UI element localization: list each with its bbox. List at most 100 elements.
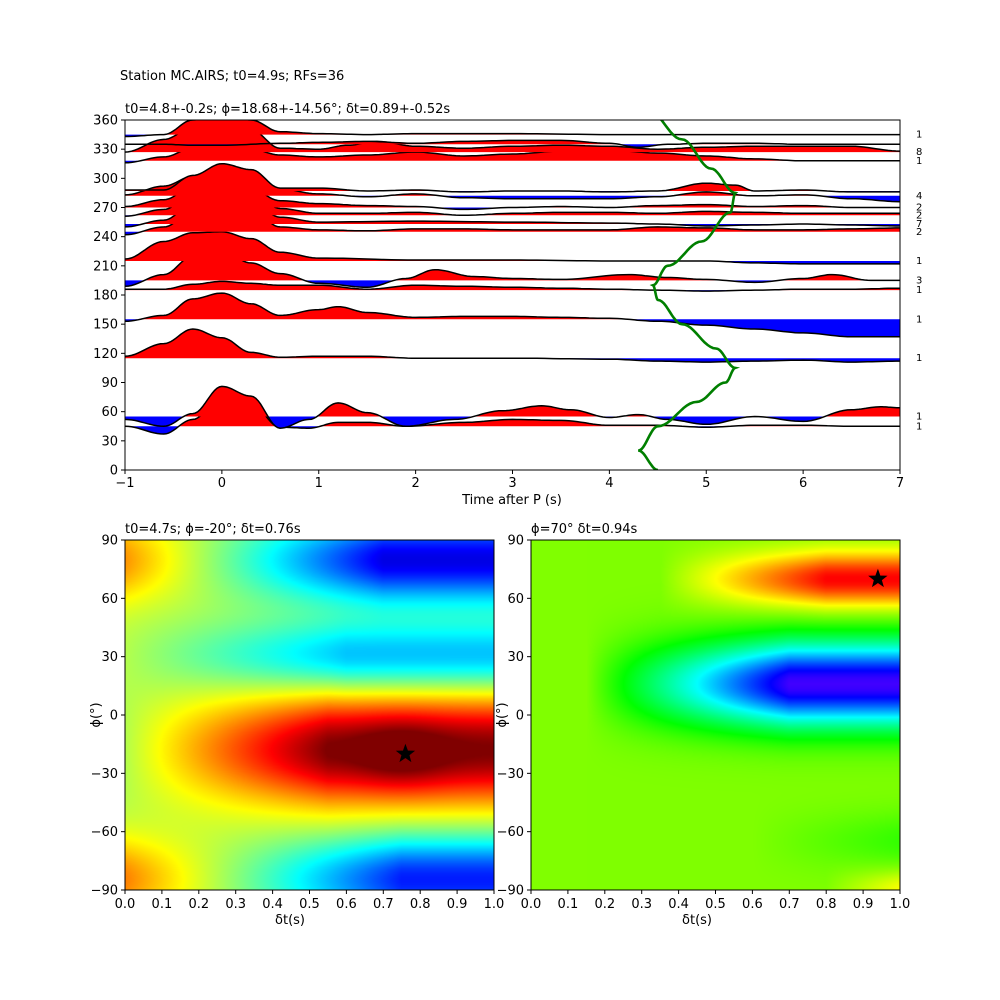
trace-fill-3-1 — [140, 293, 629, 320]
trace-fill-12-0 — [125, 163, 440, 191]
trace-count-9: 2 — [916, 210, 922, 221]
top-ytick-label: 360 — [93, 114, 118, 129]
heatmap-ytick-label: 0 — [110, 709, 118, 724]
heatmap-xtick-label: 0.4 — [668, 897, 689, 912]
heatmap-ytick-label: 0 — [516, 709, 524, 724]
top-ytick-label: 30 — [101, 434, 118, 449]
heatmap-xtick-label: 0.9 — [447, 897, 468, 912]
trace-fill-1-0 — [125, 416, 184, 427]
top-xtick-label: 6 — [799, 476, 807, 491]
trace-count-7: 2 — [916, 227, 922, 238]
left-heatmap-ticks: 0.0 0.1 0.2 0.3 0.4 0.5 0.6 0.7 0.8 0.9 1.0 −90 −60 −… — [91, 534, 505, 913]
left-best-fit-star — [395, 743, 416, 763]
right-heatmap-title: ϕ=70° δt=0.94s — [531, 522, 638, 537]
figure-suptitle: Station MC.AIRS; t0=4.9s; RFs=36 — [120, 69, 344, 84]
trace-fill-1-8 — [651, 416, 755, 425]
trace-count-0: 1 — [916, 421, 922, 432]
heatmap-xtick-label: 0.2 — [188, 897, 209, 912]
heatmap-ytick-label: 60 — [101, 592, 118, 607]
right-heatmap-ticks: 0.0 0.1 0.2 0.3 0.4 0.5 0.6 0.7 0.8 0.9 1.0 −90 −60 −… — [497, 534, 911, 913]
top-ytick-label: 180 — [93, 289, 118, 304]
top-ytick-label: 210 — [93, 259, 118, 274]
trace-line-2 — [125, 328, 900, 363]
trace-fill-5-5 — [778, 274, 900, 281]
heatmap-ytick-label: 30 — [101, 650, 118, 665]
trace-group — [125, 120, 900, 435]
heatmap-xtick-label: 0.9 — [853, 897, 874, 912]
top-x-axis-label: Time after P (s) — [461, 493, 562, 508]
trace-line-16 — [125, 120, 900, 138]
heatmap-xtick-label: 1.0 — [484, 897, 505, 912]
trace-count-6: 1 — [916, 256, 922, 267]
trace-fill-10-2 — [512, 204, 900, 208]
heatmap-xtick-label: 0.4 — [262, 897, 283, 912]
right-best-fit-star — [868, 568, 888, 588]
trace-count-11: 4 — [916, 191, 922, 202]
trace-fill-1-5 — [473, 405, 601, 417]
top-ytick-label: 90 — [101, 376, 118, 391]
trace-fill-15-2 — [250, 140, 620, 145]
trace-fill-1-11 — [824, 406, 900, 417]
top-xtick-label: 1 — [315, 476, 323, 491]
best-fit-star-marker — [868, 568, 888, 588]
top-ytick-label: 120 — [93, 347, 118, 362]
trace-fill-1-1 — [183, 386, 268, 417]
top-xtick-label: 2 — [411, 476, 419, 491]
trace-fill-6-0 — [125, 231, 707, 261]
heatmap-ytick-label: −30 — [91, 767, 118, 782]
trace-count-14: 8 — [916, 147, 922, 158]
top-y-ticks: 0 30 60 90 120 150 180 210 240 270 300 330 360 — [93, 114, 125, 479]
heatmap-xtick-label: 0.7 — [373, 897, 394, 912]
heatmap-ytick-label: 90 — [507, 534, 524, 549]
trace-count-13: 1 — [916, 156, 922, 167]
heatmap-xtick-label: 0.2 — [594, 897, 615, 912]
trace-fill-8-1 — [142, 194, 658, 224]
heatmap-ytick-label: −90 — [497, 884, 524, 899]
trace-count-8: 7 — [916, 219, 922, 230]
top-xtick-label: 3 — [508, 476, 516, 491]
right-heatmap-x-label: δt(s) — [682, 913, 712, 928]
receiver-function-panel: t0=4.8+-0.2s; ϕ=18.68+-14.56°; δt=0.89+-… — [93, 102, 922, 508]
heatmap-xtick-label: 0.8 — [816, 897, 837, 912]
trace-fill-11-4 — [672, 191, 820, 196]
top-ytick-label: 240 — [93, 230, 118, 245]
top-xtick-label: 0 — [218, 476, 226, 491]
left-heatmap-x-label: δt(s) — [275, 913, 305, 928]
left-heatmap-panel: t0=4.7s; ϕ=-20°; δt=0.76s 0.0 0.1 0.2 0.3 0.… — [89, 522, 504, 928]
heatmap-ytick-label: −30 — [497, 767, 524, 782]
heatmap-xtick-label: 0.1 — [558, 897, 579, 912]
model-curve — [638, 120, 741, 470]
top-ytick-label: 270 — [93, 201, 118, 216]
top-ytick-label: 0 — [110, 464, 118, 479]
top-x-ticks: −1 0 1 2 3 4 5 6 7 — [115, 470, 904, 491]
top-panel-title: t0=4.8+-0.2s; ϕ=18.68+-14.56°; δt=0.89+-… — [125, 102, 450, 117]
trace-fill-5-1 — [144, 251, 305, 281]
trace-count-4: 1 — [916, 285, 922, 296]
heatmap-xtick-label: 0.3 — [225, 897, 246, 912]
trace-line-6 — [125, 231, 900, 265]
top-xtick-label: −1 — [115, 476, 134, 491]
heatmap-xtick-label: 0.5 — [299, 897, 320, 912]
trace-count-1: 1 — [916, 412, 922, 423]
trace-line-4 — [125, 280, 900, 292]
top-ytick-label: 330 — [93, 143, 118, 158]
heatmap-xtick-label: 0.7 — [779, 897, 800, 912]
left-heatmap-y-label: ϕ(°) — [89, 702, 104, 727]
trace-line-12 — [125, 163, 900, 193]
heatmap-ytick-label: −60 — [497, 825, 524, 840]
trace-fill-5-3 — [393, 269, 726, 281]
left-heatmap-title: t0=4.7s; ϕ=-20°; δt=0.76s — [125, 522, 301, 537]
top-ytick-label: 60 — [101, 405, 118, 420]
heatmap-xtick-label: 0.0 — [521, 897, 542, 912]
trace-count-16: 1 — [916, 130, 922, 141]
right-heatmap-panel: ϕ=70° δt=0.94s 0.0 0.1 0.2 0.3 0.4 0.5 0.6 0.7 0… — [495, 522, 910, 928]
top-xtick-label: 7 — [896, 476, 904, 491]
trace-fill-5-2 — [304, 280, 394, 288]
heatmap-ytick-label: −60 — [91, 825, 118, 840]
right-heatmap-image — [531, 540, 900, 890]
trace-count-5: 3 — [916, 275, 922, 286]
trace-line-15 — [125, 139, 900, 148]
heatmap-xtick-label: 0.6 — [742, 897, 763, 912]
